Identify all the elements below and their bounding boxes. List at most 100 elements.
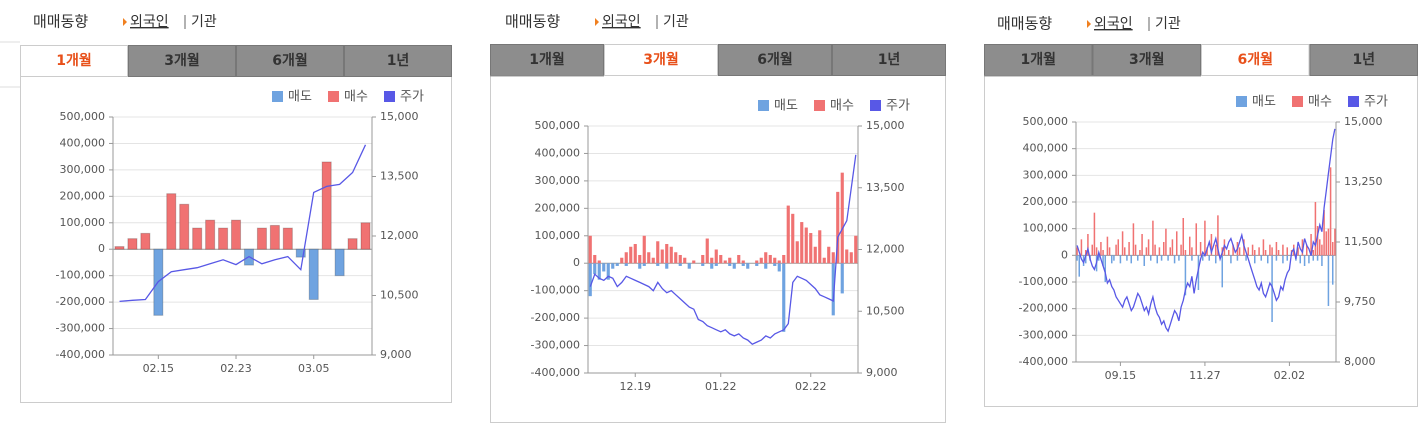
legend-label: 매수 (1308, 95, 1332, 110)
link[interactable]: 외국인 (602, 14, 641, 30)
bar (678, 254, 682, 264)
tab-label[interactable]: 1년 (878, 52, 901, 68)
bar (1152, 220, 1154, 256)
bar (1316, 226, 1319, 256)
bar (1301, 239, 1304, 256)
bar (1106, 236, 1109, 256)
tab-label[interactable]: 3개월 (1129, 51, 1165, 68)
bar (1321, 244, 1323, 256)
bar (1102, 255, 1104, 266)
tab[interactable] (604, 44, 718, 76)
bar (701, 263, 705, 266)
bar (624, 263, 628, 266)
bar (687, 263, 691, 269)
bar (1305, 244, 1308, 256)
tab[interactable] (236, 45, 344, 77)
bar (1128, 242, 1130, 256)
tab[interactable] (344, 45, 452, 77)
bar (611, 263, 615, 269)
tab-label[interactable]: 1개월 (56, 52, 92, 69)
link[interactable]: 기관 (191, 14, 217, 30)
y-tick-label: -100,000 (1019, 275, 1068, 288)
bar (741, 263, 745, 266)
plot-area (588, 126, 858, 373)
tab[interactable] (984, 44, 1093, 76)
bar (1184, 255, 1187, 296)
bar (1275, 255, 1278, 261)
bar (773, 257, 777, 264)
bar (656, 241, 660, 264)
tab[interactable] (20, 45, 128, 77)
y-tick-label: 0 (1061, 248, 1068, 261)
y-tick-label: 0 (98, 242, 105, 255)
bar (723, 260, 727, 264)
bar (1093, 212, 1096, 256)
tab-label[interactable]: 1개월 (529, 51, 565, 68)
bar (1260, 255, 1263, 261)
tab-label[interactable]: 1년 (1352, 52, 1375, 68)
bar (1087, 234, 1089, 256)
bar (1095, 247, 1098, 256)
tab[interactable] (128, 45, 236, 77)
link[interactable]: 기관 (1155, 16, 1181, 32)
bar (656, 263, 660, 266)
y2-tick-label: 13,500 (380, 170, 419, 183)
tab-label[interactable]: 3개월 (643, 51, 679, 68)
bar (606, 263, 610, 280)
y2-tick-label: 15,000 (866, 119, 905, 132)
bar (1158, 247, 1161, 256)
panel-title: 매매동향 (505, 13, 560, 31)
legend-swatch (272, 91, 283, 102)
link[interactable]: 외국인 (130, 14, 169, 30)
bar (674, 252, 678, 264)
tab-label[interactable]: 1개월 (1020, 51, 1056, 68)
tab[interactable] (490, 44, 604, 76)
bar (714, 249, 718, 264)
bar (588, 235, 592, 264)
bar (1091, 244, 1094, 256)
y-tick-label: 200,000 (1023, 195, 1069, 208)
legend-swatch (1348, 96, 1359, 107)
bar (764, 252, 768, 264)
tab[interactable] (1201, 44, 1310, 76)
tab[interactable] (718, 44, 832, 76)
tab-label[interactable]: 3개월 (164, 52, 200, 69)
link[interactable]: 외국인 (1094, 16, 1133, 32)
bar (1117, 239, 1120, 256)
bar (624, 252, 628, 264)
bar (1162, 242, 1165, 256)
bar (1227, 250, 1230, 256)
bar (1175, 231, 1178, 256)
y-tick-label: -100,000 (56, 269, 105, 282)
y-tick-label: 100,000 (60, 216, 106, 229)
x-tick-label: 03.05 (298, 362, 330, 375)
tab-label[interactable]: 6개월 (1237, 51, 1273, 68)
bar (1264, 250, 1267, 256)
bar (1184, 250, 1187, 256)
bar (629, 246, 633, 264)
bar (593, 263, 597, 275)
y2-tick-label: 8,000 (1344, 355, 1376, 368)
tab-label[interactable]: 6개월 (757, 51, 793, 68)
y-tick-label: 100,000 (535, 229, 581, 242)
legend-label: 매도 (774, 99, 798, 114)
bar (1182, 218, 1185, 256)
bar (1097, 255, 1100, 261)
bar (218, 227, 229, 250)
link[interactable]: 기관 (663, 14, 689, 30)
bar (1262, 239, 1265, 256)
tab[interactable] (832, 44, 946, 76)
bar (746, 263, 750, 269)
bar (642, 263, 646, 266)
bar (710, 257, 714, 264)
tab-label[interactable]: 6개월 (272, 52, 308, 69)
y-tick-label: -300,000 (1019, 328, 1068, 341)
tab[interactable] (1092, 44, 1201, 76)
bar (638, 254, 642, 264)
bar (1310, 234, 1312, 256)
tab-label[interactable]: 1년 (387, 53, 410, 69)
bar (1160, 255, 1163, 261)
bar (701, 254, 705, 264)
y-tick-label: 200,000 (535, 201, 581, 214)
